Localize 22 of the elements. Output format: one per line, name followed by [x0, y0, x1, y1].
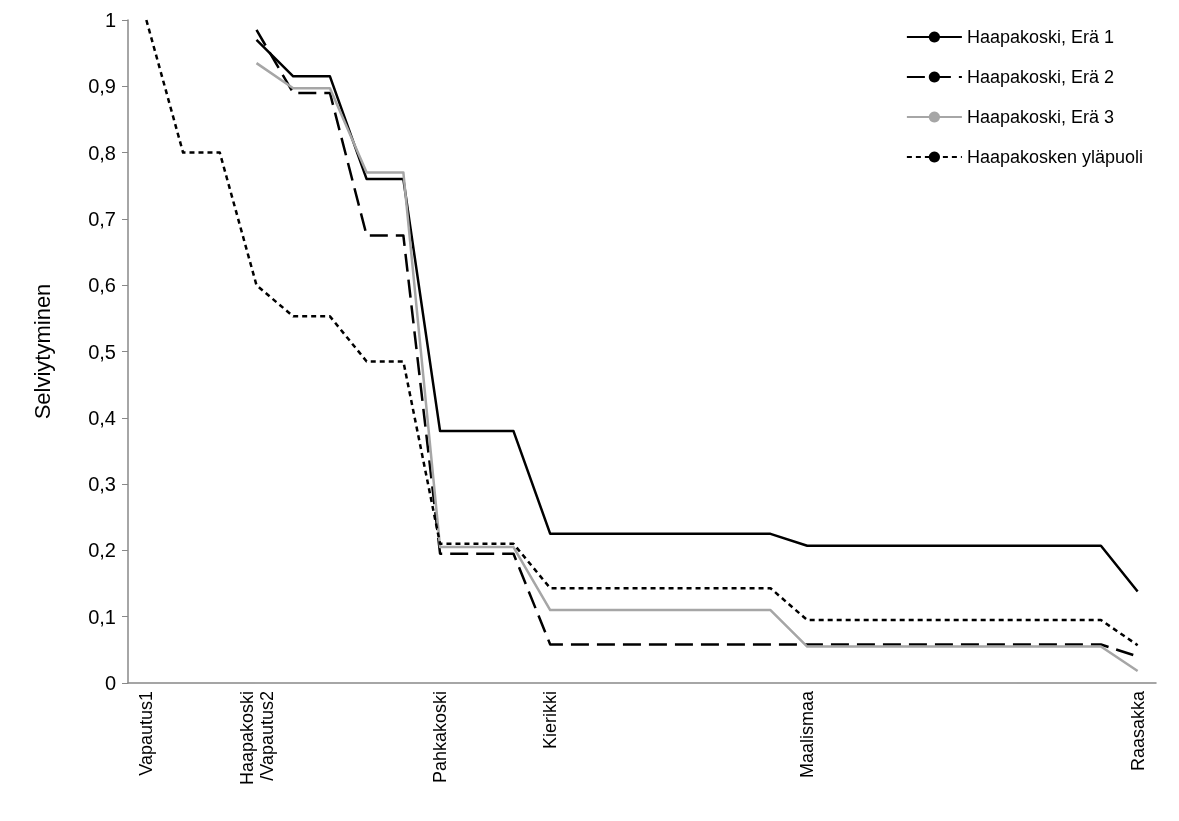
y-tick-label: 0,8 [88, 141, 116, 164]
y-tick-label: 0,4 [88, 406, 116, 429]
x-tick-label: Maalismaa [797, 690, 818, 779]
y-tick-label: 0,2 [88, 539, 116, 562]
y-tick-label: 0,1 [88, 605, 116, 628]
legend-label: Haapakoski, Erä 3 [966, 107, 1114, 127]
legend-label: Haapakoski, Erä 2 [966, 67, 1114, 87]
x-tick-label: Raasakka [1127, 690, 1148, 772]
x-tick-label: Vapautus1 [136, 691, 157, 776]
legend-label: Haapakosken yläpuoli [966, 147, 1144, 167]
y-tick-label: 0,7 [88, 207, 116, 230]
y-axis-title: Selviytyminen [29, 283, 55, 420]
y-tick-label: 0,5 [88, 340, 116, 363]
y-tick-label: 1 [104, 9, 116, 31]
legend-label: Haapakoski, Erä 1 [966, 27, 1114, 47]
y-tick-label: 0,3 [88, 473, 116, 496]
y-tick-label: 0,9 [88, 75, 116, 98]
y-tick-label: 0 [104, 672, 116, 694]
y-tick-label: 0,6 [88, 274, 116, 297]
x-tick-label: Haapakoski /Vapautus2 [236, 691, 277, 786]
x-tick-label: Pahkakoski [430, 691, 451, 784]
x-tick-label: Kierikki [540, 691, 561, 750]
